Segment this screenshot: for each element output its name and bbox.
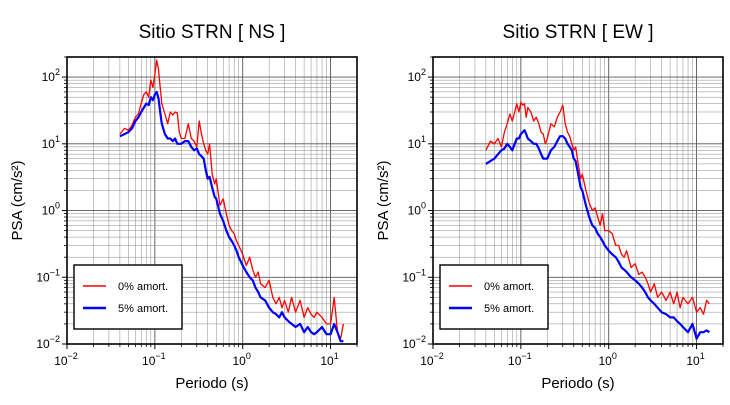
- y-tick-label: 102: [408, 67, 426, 84]
- x-tick-base: 10: [233, 354, 247, 368]
- y-axis-label: PSA (cm/s²): [375, 160, 392, 240]
- y-tick-label: 100: [408, 201, 426, 218]
- legend: 0% amort. 5% amort.: [439, 264, 549, 330]
- y-tick-exponent: 2: [421, 67, 426, 77]
- y-tick-label: 100: [42, 201, 60, 218]
- series-line-amort-5: [485, 129, 710, 340]
- x-tick-label: 10−2: [420, 351, 444, 368]
- x-tick-exponent: −1: [521, 351, 531, 361]
- y-tick-label: 10−1: [36, 267, 60, 284]
- x-tick-label: 100: [233, 351, 251, 368]
- y-tick-exponent: 1: [421, 134, 426, 144]
- legend-label: 0% amort.: [484, 281, 534, 293]
- x-axis-label: Periodo (s): [175, 375, 248, 392]
- chart-title: Sitio STRN [ EW ]: [503, 22, 654, 43]
- x-tick-base: 10: [599, 354, 613, 368]
- x-tick-base: 10: [686, 354, 700, 368]
- x-tick-base: 10: [54, 354, 68, 368]
- legend-box: [73, 264, 183, 330]
- y-tick-exponent: −2: [416, 334, 426, 344]
- x-axis-label: Periodo (s): [541, 375, 614, 392]
- x-tick-label: 100: [599, 351, 617, 368]
- chart-title: Sitio STRN [ NS ]: [139, 22, 286, 43]
- series-line-amort-5: [119, 90, 344, 343]
- x-tick-exponent: −2: [434, 351, 444, 361]
- y-tick-label: 101: [42, 134, 60, 151]
- y-tick-exponent: 0: [55, 201, 60, 211]
- y-tick-base: 10: [408, 70, 422, 84]
- gridlines: [66, 56, 358, 345]
- x-tick-exponent: 1: [334, 351, 339, 361]
- series-line-amort-0: [485, 101, 710, 315]
- y-tick-base: 10: [36, 270, 50, 284]
- legend-label: 5% amort.: [118, 303, 168, 315]
- x-tick-label: 101: [686, 351, 704, 368]
- x-tick-label: 101: [320, 351, 338, 368]
- y-tick-base: 10: [402, 337, 416, 351]
- x-tick-exponent: 0: [612, 351, 617, 361]
- y-tick-label: 10−2: [36, 334, 60, 351]
- x-tick-exponent: 1: [700, 351, 705, 361]
- x-tick-label: 10−1: [142, 351, 166, 368]
- x-tick-label: 10−2: [54, 351, 78, 368]
- y-tick-base: 10: [36, 337, 50, 351]
- x-tick-base: 10: [142, 354, 156, 368]
- x-tick-base: 10: [420, 354, 434, 368]
- y-tick-base: 10: [402, 270, 416, 284]
- x-tick-base: 10: [508, 354, 522, 368]
- y-tick-exponent: −1: [416, 267, 426, 277]
- y-tick-base: 10: [42, 137, 56, 151]
- y-tick-exponent: −1: [50, 267, 60, 277]
- legend-label: 5% amort.: [484, 303, 534, 315]
- y-tick-label: 10−1: [402, 267, 426, 284]
- y-tick-label: 10−2: [402, 334, 426, 351]
- plot-frame: [432, 56, 724, 345]
- y-tick-exponent: 1: [55, 134, 60, 144]
- y-tick-base: 10: [42, 70, 56, 84]
- plot-frame: [66, 56, 358, 345]
- x-tick-exponent: −2: [68, 351, 78, 361]
- y-tick-base: 10: [42, 204, 56, 218]
- legend-box: [439, 264, 549, 330]
- y-tick-base: 10: [408, 204, 422, 218]
- y-tick-label: 102: [42, 67, 60, 84]
- y-tick-exponent: −2: [50, 334, 60, 344]
- y-tick-label: 101: [408, 134, 426, 151]
- x-tick-exponent: 0: [246, 351, 251, 361]
- x-tick-exponent: −1: [155, 351, 165, 361]
- series-line-amort-0: [119, 59, 345, 340]
- y-axis-label: PSA (cm/s²): [9, 160, 26, 240]
- legend: 0% amort. 5% amort.: [73, 264, 183, 330]
- x-tick-base: 10: [320, 354, 334, 368]
- x-tick-label: 10−1: [508, 351, 532, 368]
- y-tick-exponent: 0: [421, 201, 426, 211]
- y-tick-base: 10: [408, 137, 422, 151]
- legend-label: 0% amort.: [118, 281, 168, 293]
- y-tick-exponent: 2: [55, 67, 60, 77]
